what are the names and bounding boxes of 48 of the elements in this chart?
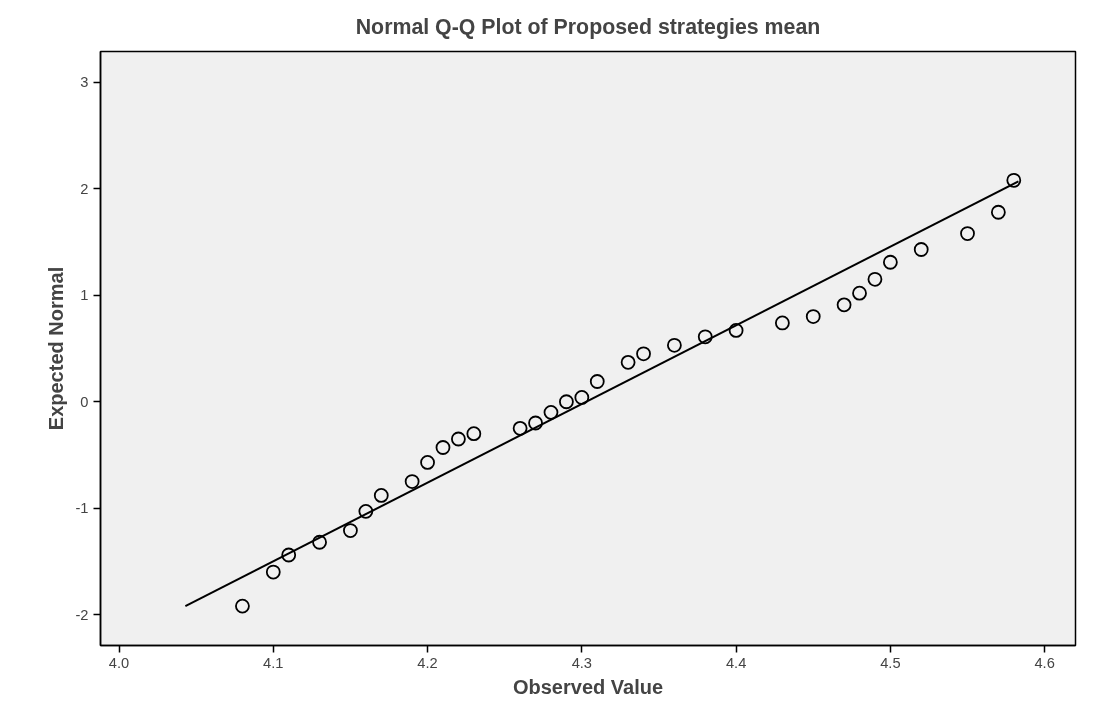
chart-title: Normal Q-Q Plot of Proposed strategies mean [355, 15, 821, 39]
point [404, 474, 420, 489]
point [882, 254, 898, 270]
y-tick-label: -1 [75, 500, 89, 517]
point [774, 315, 790, 331]
point [466, 426, 482, 442]
x-tick-label: 4.1 [263, 654, 284, 671]
point [960, 226, 975, 241]
point [636, 346, 651, 362]
point [512, 420, 528, 436]
y-tick-label: 2 [80, 180, 89, 197]
x-axis-title: Observed Value [512, 675, 664, 698]
point [343, 523, 358, 538]
point [559, 394, 574, 410]
point [589, 374, 605, 389]
x-tick-label: 4.0 [108, 654, 130, 671]
x-tick-label: 4.5 [880, 654, 901, 671]
point [990, 204, 1006, 220]
point [574, 390, 590, 405]
x-tick-label: 4.4 [725, 654, 747, 671]
x-tick-label: 4.3 [571, 654, 593, 671]
point [728, 323, 744, 338]
x-tick-label: 4.6 [1034, 654, 1055, 671]
y-tick-label: 3 [80, 74, 89, 91]
point [358, 503, 374, 519]
point [913, 242, 929, 257]
point [805, 309, 821, 324]
point [620, 354, 636, 370]
y-tick-label: -2 [75, 606, 89, 623]
point [312, 534, 327, 550]
point [867, 271, 883, 287]
point [451, 431, 466, 447]
point [235, 598, 250, 614]
point [435, 440, 451, 455]
point [528, 415, 543, 431]
point [373, 488, 389, 503]
y-tick-label: 0 [80, 393, 89, 410]
point [666, 337, 682, 353]
point [697, 329, 713, 345]
y-axis-title: Expected Normal [45, 266, 68, 431]
point [281, 547, 297, 563]
y-tick-label: 1 [80, 287, 89, 304]
point [852, 285, 867, 301]
point [265, 564, 281, 580]
point [420, 455, 435, 470]
point [836, 297, 852, 313]
x-tick-label: 4.2 [417, 654, 438, 671]
point [543, 404, 559, 420]
